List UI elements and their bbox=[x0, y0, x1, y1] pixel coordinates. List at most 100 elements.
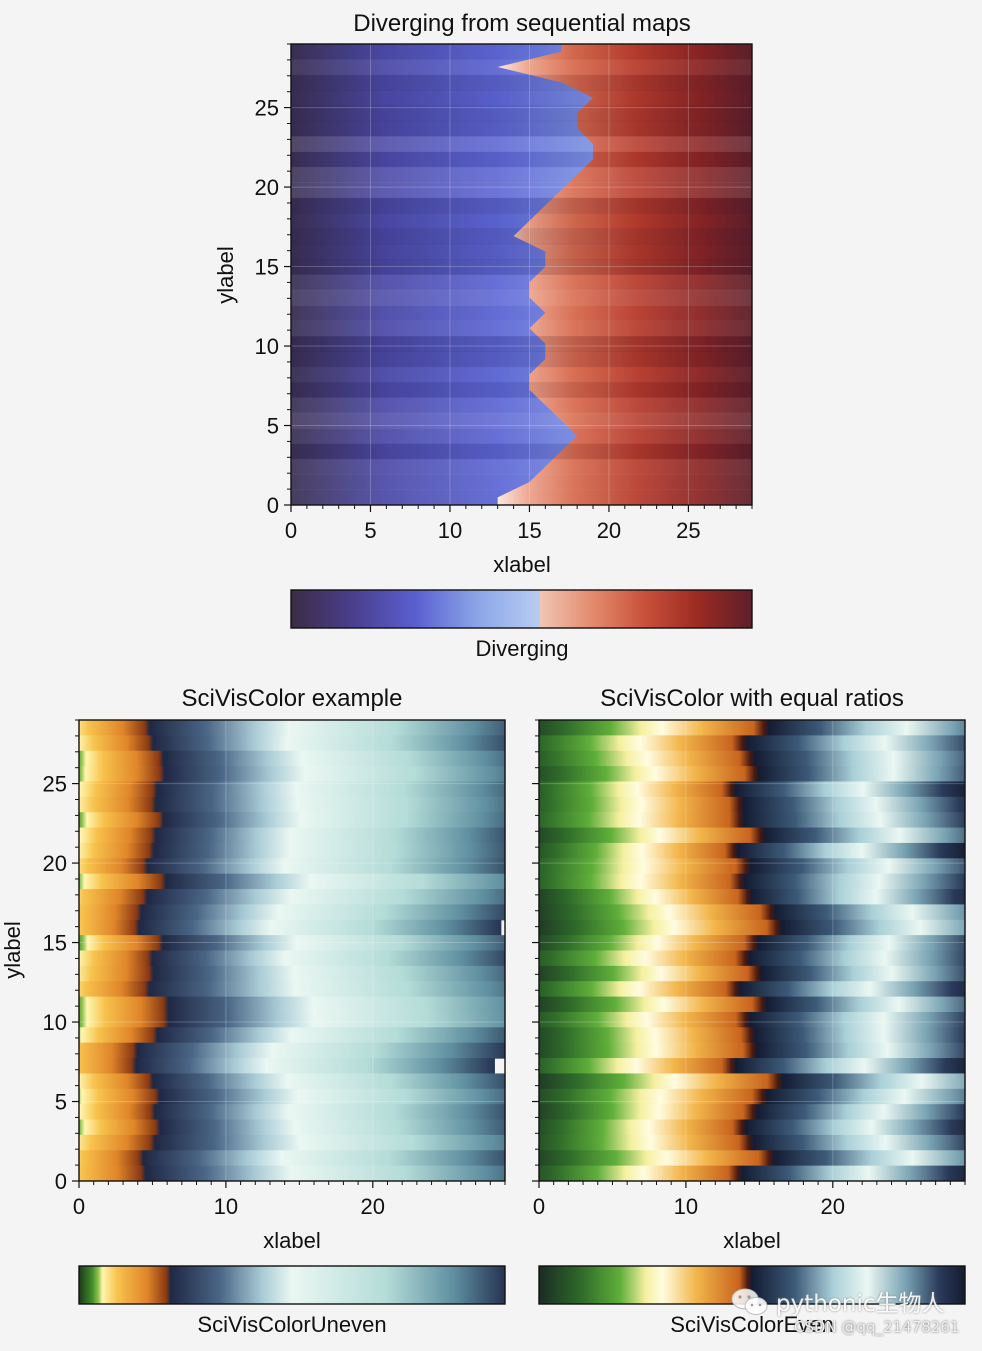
contour-band bbox=[291, 90, 752, 106]
contour-band bbox=[291, 59, 752, 76]
contour-band bbox=[539, 750, 965, 767]
contour-band bbox=[291, 259, 752, 275]
y-tick-label: 0 bbox=[55, 1169, 67, 1194]
contour-band bbox=[79, 1042, 505, 1059]
y-tick-label: 25 bbox=[255, 96, 279, 121]
y-axis-label: ylabel bbox=[0, 921, 25, 978]
wechat-icon bbox=[731, 1288, 768, 1315]
contour-band bbox=[539, 1134, 965, 1151]
contour-band bbox=[291, 197, 752, 214]
contour-band bbox=[291, 428, 752, 445]
y-tick-label: 25 bbox=[43, 772, 67, 797]
x-tick-label: 10 bbox=[438, 518, 462, 543]
contour-band bbox=[79, 1073, 505, 1090]
contour-band bbox=[291, 351, 752, 368]
contour-band bbox=[291, 320, 752, 337]
chart-title: Diverging from sequential maps bbox=[353, 10, 691, 37]
contour-band bbox=[79, 1058, 495, 1075]
contour-band bbox=[539, 1165, 965, 1181]
y-tick-label: 15 bbox=[255, 255, 279, 280]
red-region bbox=[497, 44, 752, 505]
contour-band bbox=[79, 1150, 505, 1167]
x-tick-label: 5 bbox=[364, 518, 376, 543]
watermark-subtext: CSDN @qq_21478261 bbox=[794, 1318, 960, 1336]
contour-band bbox=[539, 827, 965, 844]
contour-band bbox=[79, 1165, 505, 1181]
x-tick-label: 0 bbox=[73, 1194, 85, 1219]
contour-band bbox=[79, 965, 505, 982]
plot-area bbox=[538, 719, 966, 1182]
contour-band bbox=[79, 1134, 505, 1151]
contour-band bbox=[291, 382, 752, 398]
panel-diverging: Diverging from sequential maps 0 5 10 15 20 2… bbox=[213, 10, 753, 661]
contour-band bbox=[79, 1119, 505, 1136]
x-axis-label: xlabel bbox=[493, 552, 550, 577]
contour-band bbox=[79, 750, 505, 767]
watermark: pythonic生物人 CSDN @qq_21478261 bbox=[730, 1284, 982, 1346]
contour-band bbox=[79, 889, 505, 905]
x-tick-label: 20 bbox=[597, 518, 621, 543]
contour-band bbox=[79, 1088, 505, 1105]
contour-band bbox=[79, 720, 505, 736]
contour-band bbox=[539, 1150, 965, 1167]
contour-band bbox=[539, 1073, 965, 1090]
contour-band bbox=[539, 1042, 965, 1059]
contour-band bbox=[539, 720, 965, 736]
contour-band bbox=[79, 1104, 505, 1121]
contour-band bbox=[539, 812, 965, 829]
contour-band bbox=[79, 935, 505, 952]
contour-band bbox=[291, 335, 752, 352]
contour-band bbox=[539, 904, 965, 921]
x-tick-label: 25 bbox=[676, 518, 700, 543]
panel-scivis-example: SciVisColor example 0 10 20 0 5 10 15 20 25 xlab… bbox=[0, 685, 506, 1337]
contour-band bbox=[539, 735, 965, 752]
contour-band bbox=[291, 489, 752, 505]
contour-band bbox=[79, 796, 505, 813]
contour-band bbox=[539, 1104, 965, 1121]
axis-ticks: 0 10 20 0 5 10 15 20 25 bbox=[43, 719, 506, 1219]
contour-band bbox=[539, 996, 965, 1013]
contour-field bbox=[539, 720, 965, 1181]
x-tick-label: 20 bbox=[821, 1194, 845, 1219]
contour-band bbox=[79, 996, 505, 1013]
axis-ticks: 0 10 20 bbox=[532, 719, 966, 1219]
x-tick-label: 10 bbox=[674, 1194, 698, 1219]
contour-band bbox=[539, 1058, 965, 1075]
contour-band bbox=[79, 1027, 505, 1044]
x-tick-label: 10 bbox=[214, 1194, 238, 1219]
axes-frame bbox=[290, 43, 753, 506]
contour-band bbox=[291, 151, 752, 168]
contour-band bbox=[291, 228, 752, 245]
colorbar bbox=[290, 589, 753, 629]
contour-band bbox=[291, 105, 752, 122]
contour-band bbox=[79, 781, 505, 798]
contour-band bbox=[539, 950, 965, 967]
contour-band bbox=[539, 858, 965, 875]
contour-band bbox=[539, 981, 965, 998]
x-tick-label: 0 bbox=[285, 518, 297, 543]
contour-band bbox=[291, 74, 752, 91]
contour-band bbox=[539, 781, 965, 798]
y-axis-label: ylabel bbox=[213, 246, 238, 303]
contour-band bbox=[539, 873, 965, 890]
x-tick-label: 15 bbox=[517, 518, 541, 543]
y-tick-label: 10 bbox=[255, 334, 279, 359]
contour-band bbox=[539, 889, 965, 905]
x-tick-label: 0 bbox=[533, 1194, 545, 1219]
contour-band bbox=[79, 981, 505, 998]
contour-band bbox=[291, 458, 752, 475]
contour-band bbox=[539, 919, 965, 936]
y-tick-label: 15 bbox=[43, 931, 67, 956]
contour-band bbox=[291, 397, 752, 414]
axes-frame bbox=[538, 719, 966, 1182]
contour-band bbox=[539, 1119, 965, 1136]
contour-band bbox=[79, 858, 505, 875]
contour-band bbox=[539, 965, 965, 982]
contour-band bbox=[539, 766, 965, 783]
contour-band bbox=[291, 474, 752, 491]
contour-band bbox=[79, 950, 505, 967]
contour-field bbox=[79, 720, 505, 1181]
colorbar bbox=[78, 1265, 506, 1305]
colorbar-label: SciVisColorEven bbox=[670, 1312, 833, 1337]
